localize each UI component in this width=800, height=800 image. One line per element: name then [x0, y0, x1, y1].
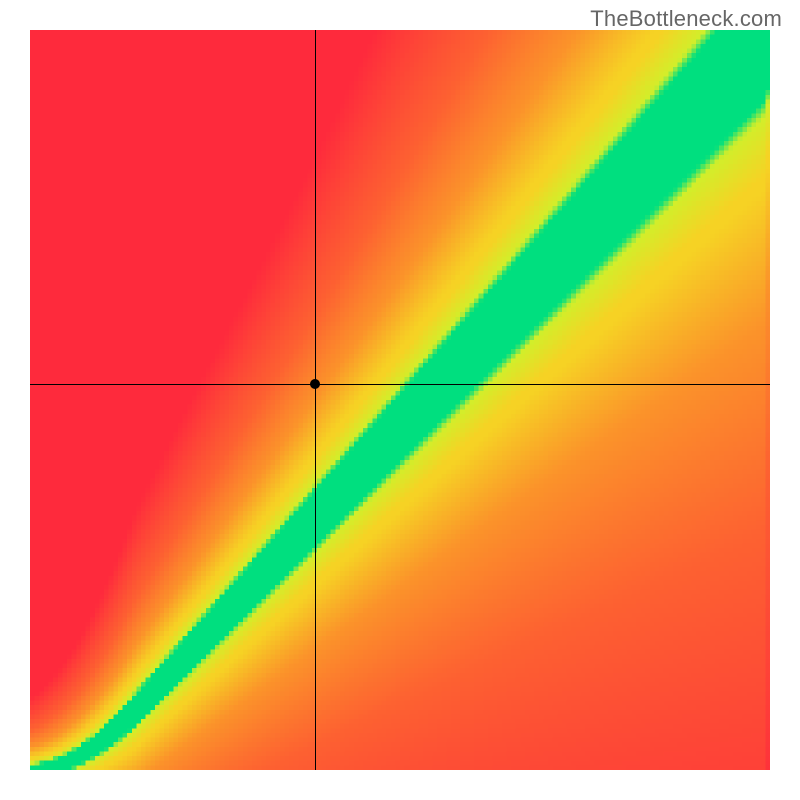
marker-dot: [310, 379, 320, 389]
heatmap-canvas: [30, 30, 770, 770]
watermark-text: TheBottleneck.com: [590, 6, 782, 32]
chart-container: TheBottleneck.com: [0, 0, 800, 800]
crosshair-horizontal: [30, 384, 770, 385]
crosshair-vertical: [315, 30, 316, 770]
plot-frame: [30, 30, 770, 770]
